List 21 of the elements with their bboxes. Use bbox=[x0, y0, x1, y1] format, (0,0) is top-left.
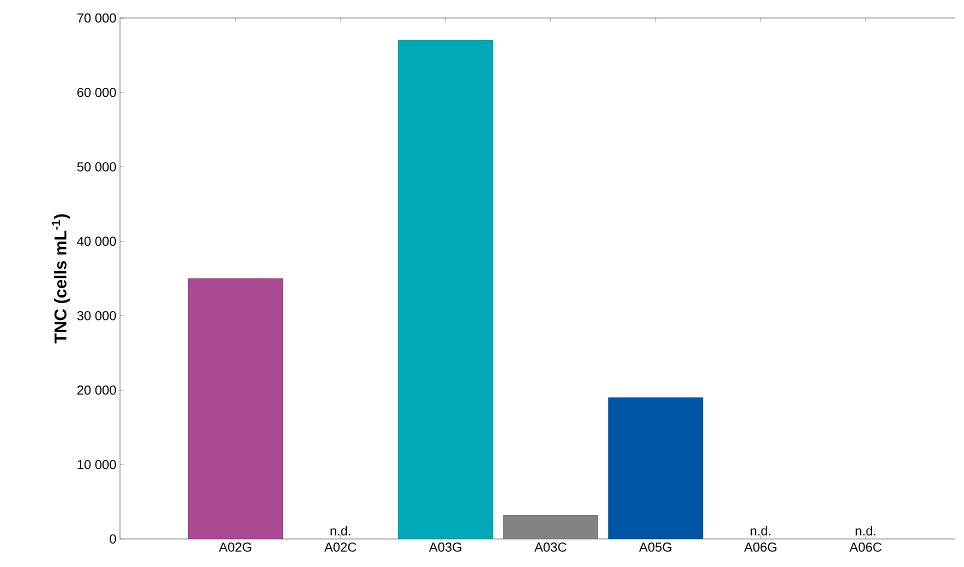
y-tick-label: 60 000 bbox=[77, 88, 116, 98]
x-tick-label: A06G bbox=[744, 542, 776, 552]
x-tick-label: A02C bbox=[324, 542, 356, 552]
y-tick-label: 20 000 bbox=[77, 386, 116, 395]
text: n.d. bbox=[330, 526, 350, 536]
bar bbox=[503, 514, 598, 539]
text: n.d. bbox=[750, 526, 770, 536]
y-tick-label: 40 000 bbox=[77, 236, 116, 246]
y-tick-label: 0 bbox=[110, 534, 116, 544]
y-axis-title: TNC (cells mL$^{-1}$) bbox=[52, 214, 70, 344]
y-tick-label: 70 000 bbox=[77, 13, 116, 23]
y-tick-label: 50 000 bbox=[77, 162, 116, 172]
x-tick-label: A06C bbox=[849, 542, 882, 552]
text: n.d. bbox=[856, 526, 876, 536]
x-tick-label: A03C bbox=[534, 542, 566, 552]
x-tick-label: A03G bbox=[429, 542, 462, 552]
x-tick-label: A02G bbox=[218, 542, 252, 552]
y-tick-label: 10 000 bbox=[78, 460, 116, 470]
bar bbox=[188, 278, 284, 539]
y-tick-label: 30 000 bbox=[77, 311, 116, 320]
x-tick-label: A05G bbox=[639, 542, 672, 552]
